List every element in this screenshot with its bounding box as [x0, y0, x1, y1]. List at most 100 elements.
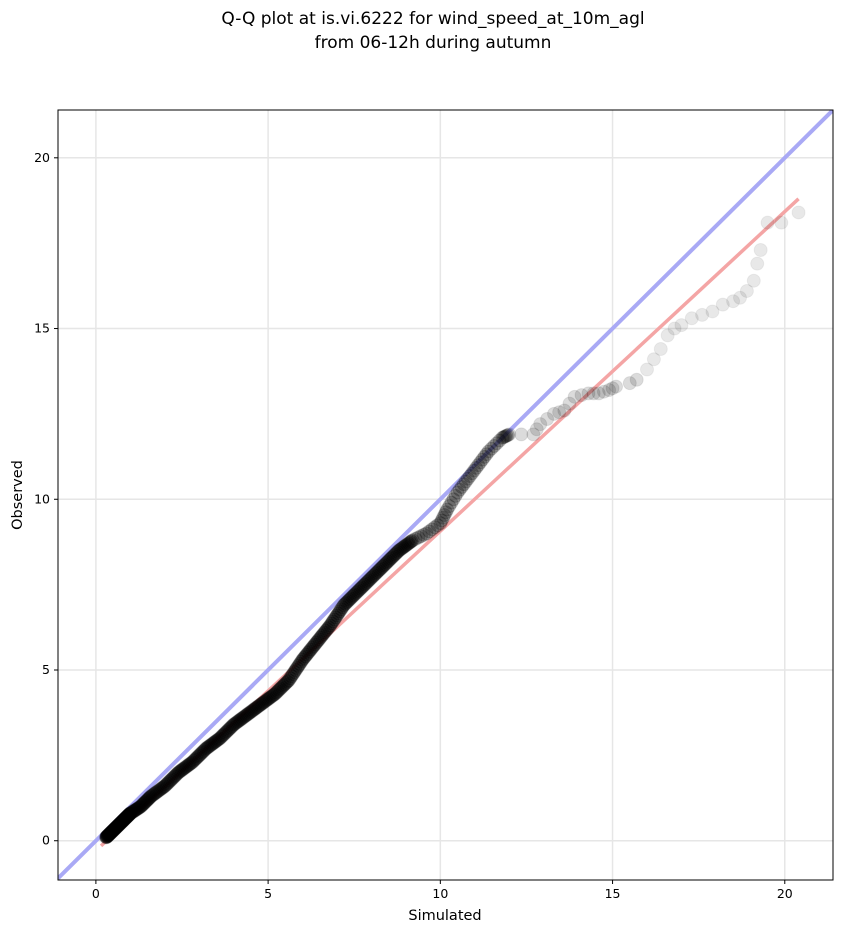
qq-point [113, 816, 127, 831]
qq-point [352, 583, 367, 598]
qq-point [392, 543, 406, 558]
qq-point [181, 758, 196, 773]
qq-point [105, 824, 120, 839]
qq-point [243, 705, 258, 720]
qq-point [396, 540, 411, 555]
qq-point [452, 482, 467, 497]
qq-point [323, 618, 338, 633]
qq-point [290, 660, 305, 675]
qq-point [310, 633, 325, 648]
y-tick-label: 5 [42, 662, 50, 677]
qq-point [306, 639, 321, 654]
qq-point [215, 728, 230, 743]
qq-point [274, 680, 289, 695]
qq-point [448, 488, 463, 503]
qq-point [419, 526, 434, 541]
qq-point [380, 554, 395, 569]
y-tick-label: 20 [34, 150, 50, 165]
qq-point [484, 441, 499, 456]
qq-point [363, 572, 378, 587]
qq-point [299, 647, 314, 662]
qq-point [107, 822, 122, 837]
qq-point [281, 673, 296, 688]
qq-point [116, 812, 131, 827]
qq-point [189, 751, 204, 766]
qq-point [382, 553, 397, 568]
y-tick-label: 10 [34, 491, 50, 506]
qq-point [303, 642, 318, 657]
qq-point [258, 694, 273, 709]
qq-point [113, 816, 128, 831]
qq-point [746, 273, 761, 288]
qq-point [225, 719, 240, 733]
qq-point [144, 789, 158, 804]
qq-point [117, 812, 132, 827]
qq-point [122, 807, 137, 822]
y-tick-label: 0 [42, 833, 50, 848]
qq-point [726, 294, 741, 309]
qq-point [107, 821, 122, 836]
qq-point [222, 721, 237, 736]
qq-point [383, 551, 398, 566]
qq-point [223, 720, 238, 735]
qq-point [330, 608, 344, 623]
qq-point [312, 632, 327, 647]
qq-point [283, 671, 298, 686]
qq-point [481, 444, 496, 459]
qq-point [115, 814, 130, 829]
qq-point [562, 396, 577, 411]
qq-point [104, 824, 119, 839]
qq-point [117, 812, 132, 827]
qq-point [107, 822, 122, 837]
qq-point [653, 342, 668, 357]
qq-point [120, 808, 135, 823]
qq-point [369, 565, 384, 580]
qq-point [495, 430, 510, 445]
qq-point [208, 734, 223, 749]
qq-point [287, 665, 302, 680]
qq-point [276, 678, 291, 693]
qq-point [285, 667, 300, 682]
qq-point [262, 691, 277, 705]
qq-point [389, 546, 404, 561]
qq-point [233, 712, 248, 727]
qq-point [175, 762, 190, 777]
qq-point [237, 709, 252, 724]
qq-point [149, 785, 164, 800]
qq-point [239, 708, 254, 723]
qq-point [259, 693, 274, 708]
qq-point [269, 685, 284, 700]
qq-point [446, 492, 461, 507]
qq-point [272, 682, 287, 697]
qq-point [136, 796, 151, 811]
qq-point [622, 376, 637, 391]
qq-point [533, 417, 548, 432]
qq-point [394, 541, 409, 556]
qq-point [609, 379, 623, 394]
qq-point [101, 827, 116, 842]
qq-point [405, 533, 420, 548]
qq-point [458, 474, 473, 489]
qq-point [122, 806, 137, 821]
qq-point [273, 681, 288, 696]
qq-point [104, 825, 119, 840]
qq-point [206, 736, 220, 751]
qq-point [109, 819, 124, 834]
qq-point [153, 782, 168, 797]
qq-point [112, 817, 127, 831]
qq-point [321, 620, 336, 635]
qq-point [245, 703, 260, 718]
qq-point [444, 495, 459, 510]
qq-point [114, 814, 129, 829]
qq-point [705, 304, 720, 319]
qq-point [183, 756, 198, 771]
qq-point [114, 815, 129, 830]
qq-point [502, 427, 517, 442]
qq-point [591, 386, 606, 401]
qq-point [103, 826, 118, 841]
qq-point [540, 412, 555, 427]
qq-point [739, 283, 754, 298]
qq-point [155, 781, 170, 796]
chart-title-line-1: Q-Q plot at is.vi.6222 for wind_speed_at… [221, 9, 644, 29]
y-tick-label: 15 [34, 321, 50, 336]
